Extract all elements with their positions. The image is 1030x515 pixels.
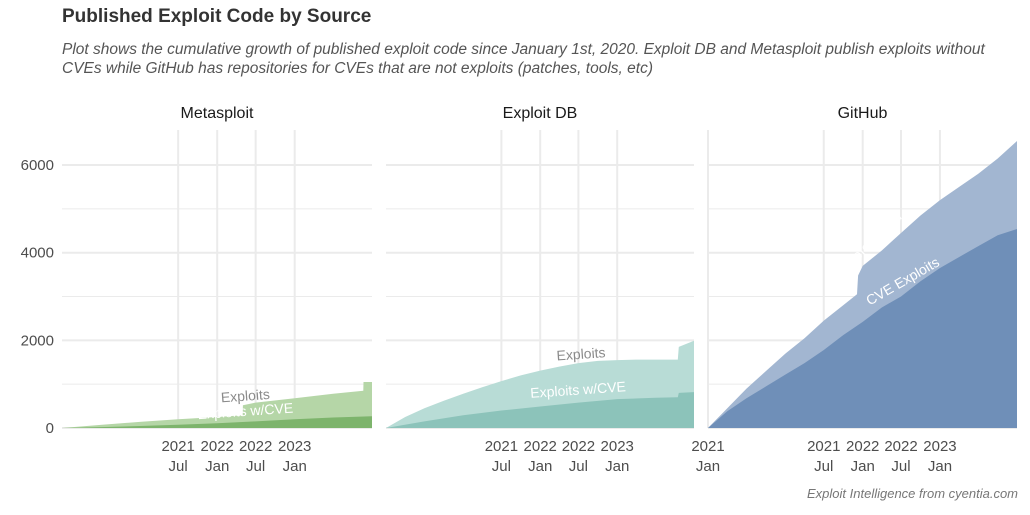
chart-caption: Exploit Intelligence from cyentia.com xyxy=(807,486,1018,501)
x-tick-label-year: 2021 xyxy=(691,438,724,455)
area-series-cve xyxy=(386,392,694,428)
x-tick-label-year: 2022 xyxy=(562,438,595,455)
x-tick-label-year: 2022 xyxy=(884,438,917,455)
y-tick-label: 2000 xyxy=(21,332,54,349)
area-series-cve xyxy=(62,416,372,428)
x-tick-label-month: Jan xyxy=(851,458,875,475)
panel-exploit-db: Exploit DB Exploits Exploits w/CVE 2021 Jul 2… xyxy=(386,105,694,475)
y-tick-label: 0 xyxy=(46,420,54,437)
x-tick-label-month: Jul xyxy=(814,458,833,475)
x-tick-label-year: 2022 xyxy=(201,438,234,455)
x-tick-label-year: 2023 xyxy=(278,438,311,455)
x-tick-label-month: Jul xyxy=(246,458,265,475)
x-tick-label-month: Jan xyxy=(528,458,552,475)
y-tick-label: 4000 xyxy=(21,245,54,262)
y-axis: 0 2000 4000 6000 xyxy=(21,157,54,437)
x-tick-label-month: Jul xyxy=(169,458,188,475)
x-tick-label-year: 2021 xyxy=(485,438,518,455)
series-annotation: Exploits w/CVE xyxy=(530,378,627,401)
panel-title: Exploit DB xyxy=(503,105,578,122)
x-tick-label-month: Jul xyxy=(569,458,588,475)
series-annotation: Exploits xyxy=(556,344,606,363)
y-tick-label: 6000 xyxy=(21,157,54,174)
series-annotation: Exploits xyxy=(220,386,270,405)
chart-subtitle: Plot shows the cumulative growth of publ… xyxy=(62,41,985,77)
x-tick-label-month: Jul xyxy=(891,458,910,475)
x-tick-label-year: 2022 xyxy=(239,438,272,455)
x-tick-label-month: Jan xyxy=(928,458,952,475)
x-tick-label-year: 2022 xyxy=(846,438,879,455)
x-tick-label-year: 2023 xyxy=(923,438,956,455)
panel-title: Metasploit xyxy=(181,105,254,122)
x-tick-label-month: Jan xyxy=(205,458,229,475)
area-series-cve xyxy=(708,229,1017,428)
x-tick-label-month: Jul xyxy=(492,458,511,475)
x-tick-label-year: 2022 xyxy=(524,438,557,455)
x-tick-label-month: Jan xyxy=(283,458,307,475)
panel-title: GitHub xyxy=(838,105,888,122)
series-annotation: Exploits w/CVE xyxy=(197,400,294,423)
x-tick-label-month: Jan xyxy=(696,458,720,475)
area-series-total xyxy=(62,382,372,428)
x-tick-label-year: 2021 xyxy=(807,438,840,455)
chart-title: Published Exploit Code by Source xyxy=(62,6,372,27)
x-tick-label-year: 2021 xyxy=(161,438,194,455)
x-tick-label-month: Jan xyxy=(605,458,629,475)
x-tick-label-year: 2023 xyxy=(601,438,634,455)
